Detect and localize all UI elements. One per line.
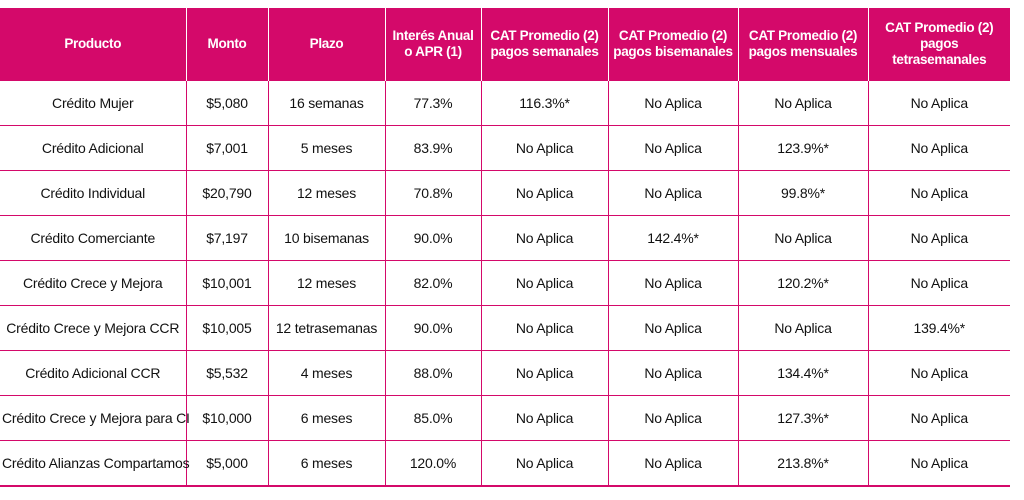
- cell-monto: $7,197: [185, 215, 268, 261]
- cell-cat-semanales: No Aplica: [480, 305, 608, 351]
- cell-cat-semanales: No Aplica: [480, 440, 608, 487]
- cell-cat-mensuales: 127.3%*: [737, 395, 868, 441]
- header-monto: Monto: [185, 8, 269, 81]
- cell-cat-mensuales: No Aplica: [737, 215, 868, 261]
- cell-cat-tetrasemanales: No Aplica: [867, 80, 1010, 126]
- header-producto: Producto: [0, 8, 187, 81]
- cell-interes: 90.0%: [384, 305, 481, 351]
- cell-cat-bisemanales: No Aplica: [607, 170, 738, 216]
- header-row: Producto Monto Plazo Interés Anual o APR…: [0, 8, 1010, 81]
- cell-cat-semanales: No Aplica: [480, 260, 608, 306]
- header-cat-bisemanales: CAT Promedio (2) pagos bisemanales: [607, 8, 739, 81]
- cell-cat-tetrasemanales: 139.4%*: [867, 305, 1010, 351]
- cell-monto: $20,790: [185, 170, 268, 216]
- cell-cat-mensuales: 120.2%*: [737, 260, 868, 306]
- cell-cat-bisemanales: No Aplica: [607, 80, 738, 126]
- cell-cat-mensuales: No Aplica: [737, 305, 868, 351]
- cell-cat-semanales: 116.3%*: [480, 80, 608, 126]
- cell-cat-tetrasemanales: No Aplica: [867, 350, 1010, 396]
- table-row: Crédito Adicional $7,001 5 meses 83.9% N…: [0, 125, 1010, 171]
- cell-cat-tetrasemanales: No Aplica: [867, 125, 1010, 171]
- cell-interes: 88.0%: [384, 350, 481, 396]
- cell-cat-mensuales: 213.8%*: [737, 440, 868, 487]
- cell-producto: Crédito Crece y Mejora para CI: [0, 395, 190, 441]
- cell-cat-tetrasemanales: No Aplica: [867, 260, 1010, 306]
- cell-plazo: 4 meses: [267, 350, 385, 396]
- table-row: Crédito Alianzas Compartamos $5,000 6 me…: [0, 440, 1010, 487]
- cell-cat-bisemanales: No Aplica: [607, 305, 738, 351]
- cell-interes: 90.0%: [384, 215, 481, 261]
- cell-plazo: 16 semanas: [267, 80, 385, 126]
- cell-monto: $5,532: [185, 350, 268, 396]
- cell-plazo: 12 tetrasemanas: [267, 305, 385, 351]
- cell-producto: Crédito Alianzas Compartamos: [0, 440, 190, 487]
- cell-producto: Crédito Mujer: [0, 80, 186, 126]
- table-row: Crédito Comerciante $7,197 10 bisemanas …: [0, 215, 1010, 261]
- header-interes-anual: Interés Anual o APR (1): [384, 8, 482, 81]
- cell-cat-semanales: No Aplica: [480, 215, 608, 261]
- cell-monto: $7,001: [185, 125, 268, 171]
- cell-interes: 77.3%: [384, 80, 481, 126]
- header-cat-tetrasemanales: CAT Promedio (2) pagos tetrasemanales: [867, 8, 1010, 81]
- cell-interes: 83.9%: [384, 125, 481, 171]
- table-body: Crédito Mujer $5,080 16 semanas 77.3% 11…: [0, 80, 1010, 487]
- cell-plazo: 6 meses: [267, 440, 385, 487]
- cell-monto: $5,080: [185, 80, 268, 126]
- header-cat-mensuales: CAT Promedio (2) pagos mensuales: [737, 8, 869, 81]
- cell-cat-bisemanales: 142.4%*: [607, 215, 738, 261]
- table-row: Crédito Crece y Mejora para CI $10,000 6…: [0, 395, 1010, 441]
- cell-cat-bisemanales: No Aplica: [607, 395, 738, 441]
- product-rates-table: Producto Monto Plazo Interés Anual o APR…: [0, 8, 1010, 487]
- cell-monto: $10,005: [185, 305, 268, 351]
- cell-interes: 120.0%: [384, 440, 481, 487]
- table-row: Crédito Individual $20,790 12 meses 70.8…: [0, 170, 1010, 216]
- cell-cat-bisemanales: No Aplica: [607, 125, 738, 171]
- cell-producto: Crédito Crece y Mejora CCR: [0, 305, 186, 351]
- cell-cat-semanales: No Aplica: [480, 170, 608, 216]
- cell-monto: $10,000: [185, 395, 268, 441]
- cell-cat-semanales: No Aplica: [480, 395, 608, 441]
- cell-interes: 85.0%: [384, 395, 481, 441]
- cell-plazo: 6 meses: [267, 395, 385, 441]
- cell-interes: 70.8%: [384, 170, 481, 216]
- cell-producto: Crédito Crece y Mejora: [0, 260, 186, 306]
- table-row: Crédito Crece y Mejora $10,001 12 meses …: [0, 260, 1010, 306]
- table-row: Crédito Crece y Mejora CCR $10,005 12 te…: [0, 305, 1010, 351]
- cell-monto: $10,001: [185, 260, 268, 306]
- cell-producto: Crédito Comerciante: [0, 215, 186, 261]
- cell-cat-semanales: No Aplica: [480, 125, 608, 171]
- cell-cat-mensuales: No Aplica: [737, 80, 868, 126]
- cell-producto: Crédito Individual: [0, 170, 186, 216]
- table-row: Crédito Adicional CCR $5,532 4 meses 88.…: [0, 350, 1010, 396]
- table-row: Crédito Mujer $5,080 16 semanas 77.3% 11…: [0, 80, 1010, 126]
- cell-monto: $5,000: [185, 440, 268, 487]
- cell-plazo: 12 meses: [267, 170, 385, 216]
- cell-cat-tetrasemanales: No Aplica: [867, 395, 1010, 441]
- cell-cat-mensuales: 99.8%*: [737, 170, 868, 216]
- cell-plazo: 12 meses: [267, 260, 385, 306]
- cell-cat-bisemanales: No Aplica: [607, 350, 738, 396]
- cell-plazo: 5 meses: [267, 125, 385, 171]
- header-plazo: Plazo: [267, 8, 386, 81]
- cell-cat-semanales: No Aplica: [480, 350, 608, 396]
- cell-producto: Crédito Adicional: [0, 125, 186, 171]
- product-rates-table-container: Producto Monto Plazo Interés Anual o APR…: [0, 8, 1010, 487]
- cell-plazo: 10 bisemanas: [267, 215, 385, 261]
- cell-cat-bisemanales: No Aplica: [607, 260, 738, 306]
- cell-cat-tetrasemanales: No Aplica: [867, 170, 1010, 216]
- cell-cat-tetrasemanales: No Aplica: [867, 215, 1010, 261]
- cell-cat-bisemanales: No Aplica: [607, 440, 738, 487]
- cell-cat-mensuales: 123.9%*: [737, 125, 868, 171]
- cell-producto: Crédito Adicional CCR: [0, 350, 186, 396]
- table-header: Producto Monto Plazo Interés Anual o APR…: [0, 8, 1010, 81]
- header-cat-semanales: CAT Promedio (2) pagos semanales: [480, 8, 609, 81]
- cell-cat-mensuales: 134.4%*: [737, 350, 868, 396]
- cell-interes: 82.0%: [384, 260, 481, 306]
- cell-cat-tetrasemanales: No Aplica: [867, 440, 1010, 487]
